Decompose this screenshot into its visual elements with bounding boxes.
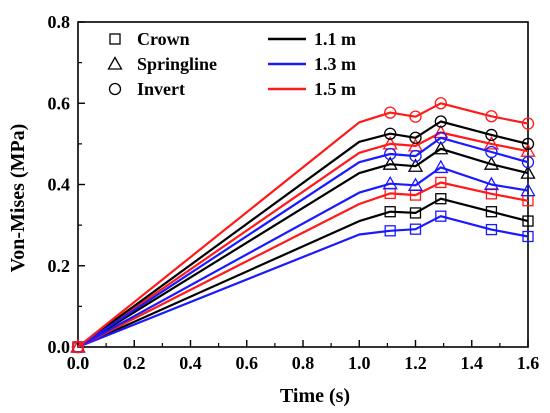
legend-marker xyxy=(107,56,123,70)
data-point xyxy=(520,165,536,179)
data-point xyxy=(521,117,535,130)
data-point xyxy=(409,207,422,219)
y-tick-label: 0.4 xyxy=(48,175,71,195)
x-tick-label: 0.8 xyxy=(292,353,315,373)
y-tick-label: 0.2 xyxy=(48,256,71,276)
data-point xyxy=(521,156,535,169)
x-axis-title: Time (s) xyxy=(280,385,350,407)
legend-marker xyxy=(108,82,122,96)
data-point xyxy=(434,131,447,144)
data-point xyxy=(407,158,424,172)
data-point xyxy=(409,223,422,235)
data-point xyxy=(384,127,397,140)
y-tick-label: 0.6 xyxy=(48,93,71,113)
data-point xyxy=(384,106,397,119)
data-point xyxy=(382,175,398,190)
data-point xyxy=(435,176,447,189)
data-point xyxy=(384,225,396,237)
x-tick-label: 0.0 xyxy=(67,353,90,373)
data-point xyxy=(434,115,447,128)
series-line xyxy=(77,181,529,348)
data-point xyxy=(485,110,498,123)
data-point xyxy=(485,223,498,236)
legend-label: Springline xyxy=(137,54,217,74)
y-axis-title: Von-Mises (MPa) xyxy=(7,124,29,273)
series-line xyxy=(77,102,529,348)
data-point xyxy=(384,147,397,161)
x-tick-label: 0.6 xyxy=(236,353,259,373)
plot-area: 0.0 0.2 0.4 0.6 0.8 1.0 1.2 1.4 1.6 0.0 0.2 0.4 0.6 0… xyxy=(48,12,540,373)
series-line xyxy=(77,131,529,348)
data-point xyxy=(71,340,85,354)
y-tick-label: 0.8 xyxy=(48,12,71,32)
x-tick-label: 1.2 xyxy=(404,353,427,373)
series-line xyxy=(77,120,529,348)
series-line xyxy=(77,136,529,348)
data-point xyxy=(409,131,422,144)
data-point xyxy=(485,128,498,142)
legend-label: 1.1 m xyxy=(314,29,356,49)
x-tick-label: 1.0 xyxy=(348,353,371,373)
data-point xyxy=(521,137,535,151)
data-point xyxy=(485,188,498,200)
data-point xyxy=(409,149,422,163)
y-tick-label: 0.0 xyxy=(48,337,71,357)
data-point xyxy=(483,176,500,191)
data-point xyxy=(407,177,424,191)
data-point xyxy=(435,193,447,205)
x-tick-label: 1.4 xyxy=(461,353,484,373)
data-point xyxy=(433,159,449,174)
data-point xyxy=(520,182,536,197)
data-point xyxy=(522,230,534,243)
data-point xyxy=(433,140,449,155)
data-point xyxy=(409,110,422,123)
data-point xyxy=(485,145,498,159)
data-point xyxy=(483,156,500,170)
legend-label: Crown xyxy=(137,29,190,49)
data-point xyxy=(434,97,447,110)
series-line xyxy=(77,147,529,348)
legend: Crown Springline Invert 1.1 m 1.3 m 1.5 m xyxy=(107,29,356,99)
data-point xyxy=(483,136,500,150)
series-line xyxy=(77,166,529,348)
series-line xyxy=(77,215,529,349)
series-line xyxy=(77,197,529,349)
x-tick-label: 1.6 xyxy=(517,353,540,373)
legend-label: 1.3 m xyxy=(314,54,356,74)
legend-label: Invert xyxy=(137,79,185,99)
data-point xyxy=(384,206,396,218)
legend-label: 1.5 m xyxy=(314,79,356,99)
data-point xyxy=(435,210,447,222)
data-point xyxy=(485,206,498,218)
x-tick-label: 0.2 xyxy=(123,353,146,373)
x-tick-label: 0.4 xyxy=(179,353,202,373)
data-point xyxy=(382,156,398,170)
legend-marker xyxy=(109,33,121,45)
data-point xyxy=(522,215,534,227)
